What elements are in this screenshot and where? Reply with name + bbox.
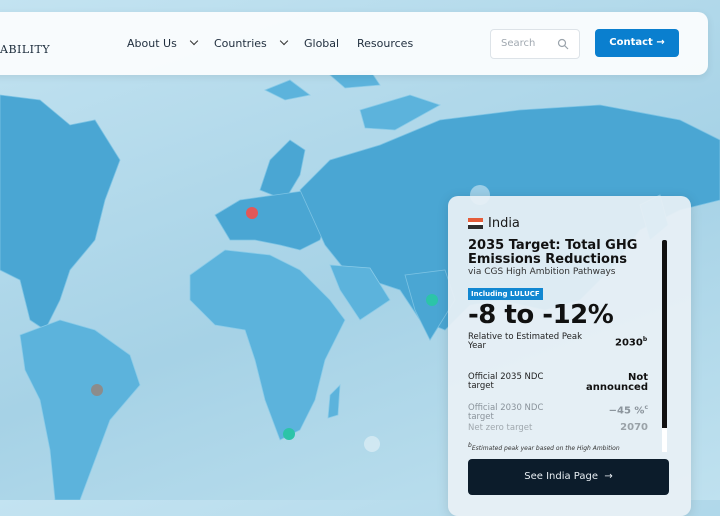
south-america [19, 319, 141, 500]
europe [214, 189, 331, 251]
card-title: 2035 Target: Total GHG Emissions Reducti… [468, 238, 638, 267]
contact-button[interactable]: Contact → [595, 29, 679, 57]
marker-india[interactable] [426, 294, 438, 306]
arabia [329, 264, 391, 321]
row-label: Official 2030 NDC target [468, 403, 544, 422]
arctic-islands [264, 69, 441, 131]
footnote: bEstimated peak year based on the High A… [468, 442, 620, 452]
scandinavia [259, 139, 306, 201]
nav-link[interactable]: Global [304, 37, 340, 50]
nav-bar: ABILITY About Us Countries Global Resour… [0, 12, 708, 75]
nav-link[interactable]: About Us [127, 36, 199, 50]
search-placeholder: Search [501, 38, 536, 49]
search-icon [557, 38, 569, 50]
nav-link[interactable]: Countries [214, 36, 288, 50]
scrollbar[interactable] [662, 240, 667, 452]
country-page-button[interactable]: See India Page → [468, 459, 669, 495]
marker-south-africa[interactable] [283, 428, 295, 440]
footnote-marker: b [468, 442, 472, 449]
marker-halo [364, 436, 380, 452]
country-name: India [488, 216, 520, 231]
marker-brazil[interactable] [91, 384, 103, 396]
flag [468, 218, 483, 229]
row-value: Not announced [586, 372, 648, 393]
footnote-ref: c [644, 404, 648, 411]
row-label: Official 2035 NDC target [468, 372, 544, 391]
card-subtitle: via CGS High Ambition Pathways [468, 267, 616, 277]
country-card: India 2035 Target: Total GHG Emissions R… [448, 196, 691, 516]
logo[interactable]: ABILITY [0, 43, 51, 56]
value-note: Relative to Estimated Peak Year [468, 332, 583, 351]
madagascar [327, 383, 341, 419]
target-value: -8 to -12% [468, 300, 614, 330]
footnote-ref: b [642, 336, 648, 343]
search-box[interactable]: Search [490, 29, 580, 59]
row-value: 2070 [620, 422, 648, 433]
north-america [0, 94, 121, 331]
africa [189, 249, 346, 441]
badge: Including LULUCF [468, 288, 543, 300]
scroll-track [662, 428, 667, 452]
row-value: −45 %c [608, 404, 648, 417]
row-label: Net zero target [468, 423, 533, 433]
peak-year: 2030b [615, 336, 648, 349]
marker-europe[interactable] [246, 207, 258, 219]
nav-link[interactable]: Resources [357, 37, 414, 50]
